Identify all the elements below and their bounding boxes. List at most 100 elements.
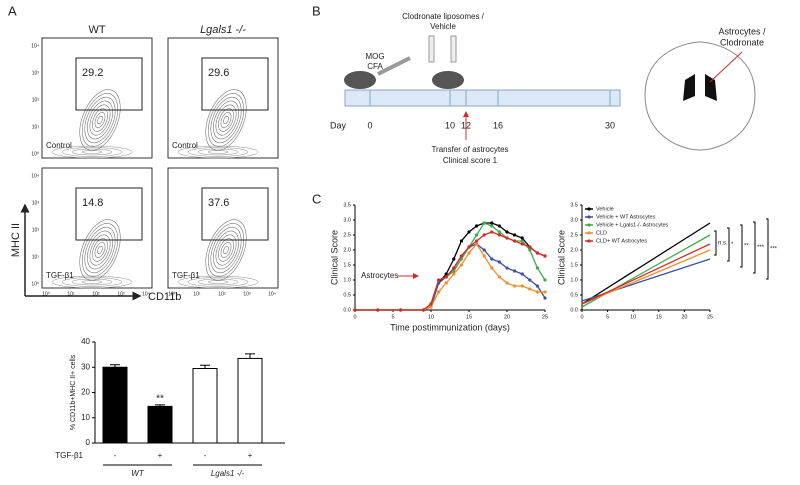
immunization-label: MOG xyxy=(365,52,384,61)
point xyxy=(452,266,456,270)
transfer-label: Clinical score 1 xyxy=(443,156,498,165)
point xyxy=(490,266,494,270)
point xyxy=(475,242,479,246)
point xyxy=(482,233,486,237)
column-label: Lgals1 -/- xyxy=(200,24,246,36)
condition-label: TGF-β1 xyxy=(172,271,200,280)
mouse xyxy=(344,71,376,89)
contour xyxy=(215,234,237,266)
series-line xyxy=(581,222,711,305)
contour xyxy=(210,226,242,274)
point xyxy=(475,224,479,228)
syringe xyxy=(450,35,457,63)
point xyxy=(444,281,448,285)
group-label: Lgals1 -/- xyxy=(211,469,245,478)
contour xyxy=(97,245,103,255)
point xyxy=(543,290,547,294)
gate-percent: 29.6 xyxy=(208,67,229,79)
condition-label: Control xyxy=(46,141,72,150)
gate xyxy=(201,187,269,241)
point xyxy=(459,239,463,243)
contour xyxy=(177,275,259,289)
y-tick-label: 10² xyxy=(32,97,40,103)
y-tick-label: 10⁰ xyxy=(31,151,39,157)
significance: ** xyxy=(744,244,749,250)
x-tick-label: 10 xyxy=(428,314,434,320)
point xyxy=(543,278,547,282)
contour xyxy=(71,148,113,156)
x-tick-label: 20 xyxy=(504,314,510,320)
timeline xyxy=(344,89,621,107)
point xyxy=(535,251,540,255)
syringe xyxy=(377,56,411,76)
point xyxy=(399,308,403,312)
contour xyxy=(87,100,113,140)
significance: n.s. xyxy=(718,241,728,247)
contour xyxy=(94,242,106,258)
y-tick-label: 2.5 xyxy=(570,232,578,238)
injection-label: Clodronate liposomes / xyxy=(402,12,485,21)
panel-label: C xyxy=(312,191,321,206)
contour xyxy=(51,145,133,159)
contour xyxy=(84,96,116,144)
target-label: Astrocytes / xyxy=(718,26,766,36)
legend-marker xyxy=(587,207,591,211)
category-label: + xyxy=(158,451,163,460)
point xyxy=(475,233,479,237)
point xyxy=(444,275,448,279)
y-tick-label: 1.0 xyxy=(570,277,578,283)
point xyxy=(520,242,524,246)
x-tick-label: 10⁴ xyxy=(142,291,150,297)
y-tick-label: 0.0 xyxy=(570,307,578,313)
x-tick-label: 25 xyxy=(707,314,713,320)
x-tick-label: 5 xyxy=(391,314,394,320)
gate xyxy=(75,57,143,111)
y-tick-label: 10⁴ xyxy=(31,43,39,49)
y-tick-label: 3.5 xyxy=(570,202,578,208)
contour xyxy=(213,100,239,140)
y-tick-label: 3.5 xyxy=(343,202,351,208)
x-tick-label: 10² xyxy=(92,291,100,297)
contour xyxy=(220,112,232,128)
y-axis-label: % CD11b+MHC II+ cells xyxy=(70,354,77,430)
legend-marker xyxy=(587,231,591,235)
point xyxy=(528,278,532,282)
x-tick-label: 15 xyxy=(656,314,662,320)
legend-marker xyxy=(587,223,591,227)
y-tick-label: 1.5 xyxy=(570,262,578,268)
bracket xyxy=(740,224,743,268)
point xyxy=(490,221,494,225)
category-label: - xyxy=(204,451,207,460)
day-value: 0 xyxy=(367,120,372,130)
point xyxy=(467,230,471,234)
point xyxy=(528,248,532,252)
point xyxy=(535,284,540,288)
panel-label: B xyxy=(312,3,321,18)
significance: *** xyxy=(757,245,765,251)
gate xyxy=(75,187,143,241)
point xyxy=(376,308,380,312)
point xyxy=(505,281,509,285)
axis-label: MHC II xyxy=(10,223,22,257)
y-tick-label: 1.0 xyxy=(343,277,351,283)
y-tick-label: 2.0 xyxy=(570,247,578,253)
point xyxy=(429,302,433,306)
series-line xyxy=(355,222,546,311)
annotation: Astrocytes xyxy=(361,271,398,280)
target-label: Clodronate xyxy=(720,37,764,47)
point xyxy=(452,257,456,261)
x-tick-label: 0 xyxy=(353,314,356,320)
point xyxy=(528,287,532,291)
point xyxy=(543,254,547,258)
contour xyxy=(187,147,249,157)
x-tick-label: 15 xyxy=(466,314,472,320)
contour xyxy=(207,280,229,284)
point xyxy=(505,230,509,234)
y-tick-label: 0.5 xyxy=(570,292,578,298)
category-label: + xyxy=(248,451,253,460)
bar xyxy=(147,405,173,444)
x-tick-label: 10² xyxy=(218,291,226,297)
legend-label: Vehicle + WT Astrocytes xyxy=(596,214,656,220)
condition-label: TGF-β1 xyxy=(46,271,74,280)
